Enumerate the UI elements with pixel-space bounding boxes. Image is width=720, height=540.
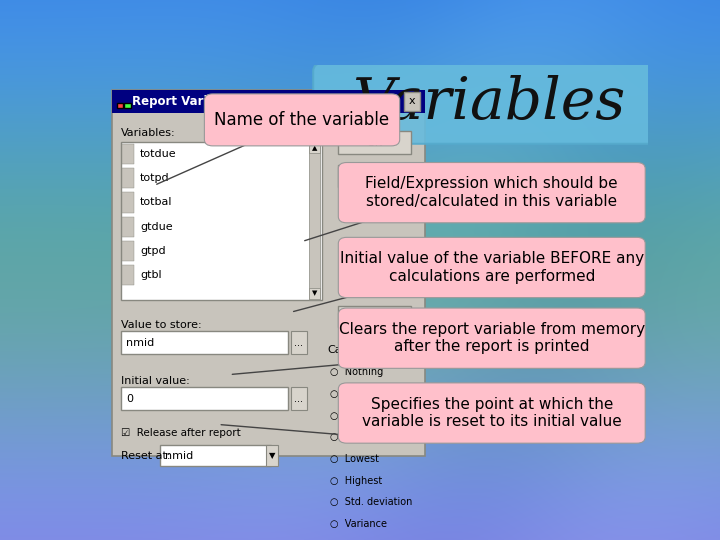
Text: Value to store:: Value to store: — [121, 320, 202, 330]
FancyBboxPatch shape — [204, 94, 400, 146]
FancyBboxPatch shape — [122, 265, 134, 286]
FancyBboxPatch shape — [121, 387, 288, 410]
Text: Report Varia...: Report Varia... — [132, 94, 229, 107]
Text: Variables: Variables — [352, 75, 626, 132]
Text: Specifies the point at which the
variable is reset to its initial value: Specifies the point at which the variabl… — [362, 397, 621, 429]
Text: Reset at:: Reset at: — [121, 451, 170, 461]
FancyBboxPatch shape — [338, 163, 645, 223]
Text: ○  Sum: ○ Sum — [330, 411, 366, 421]
Text: ...: ... — [294, 338, 303, 348]
Text: Clears the report variable from memory
after the report is printed: Clears the report variable from memory a… — [338, 322, 645, 354]
FancyBboxPatch shape — [291, 331, 307, 354]
Text: gtpd: gtpd — [140, 246, 166, 256]
Text: ○  Variance: ○ Variance — [330, 519, 387, 529]
FancyBboxPatch shape — [266, 446, 278, 466]
FancyBboxPatch shape — [291, 387, 307, 410]
FancyBboxPatch shape — [338, 165, 411, 187]
FancyBboxPatch shape — [338, 308, 645, 368]
Text: Cancel: Cancel — [356, 171, 394, 181]
FancyBboxPatch shape — [122, 144, 134, 164]
Text: ○  Count: ○ Count — [330, 389, 374, 399]
FancyBboxPatch shape — [122, 168, 134, 188]
Text: ▲: ▲ — [312, 145, 318, 151]
FancyBboxPatch shape — [338, 306, 411, 327]
FancyBboxPatch shape — [124, 103, 131, 107]
Text: gtdue: gtdue — [140, 222, 173, 232]
Text: Initial value of the variable BEFORE any
calculations are performed: Initial value of the variable BEFORE any… — [340, 251, 644, 284]
Text: ○  Average: ○ Average — [330, 433, 384, 442]
Text: Variables:: Variables: — [121, 129, 175, 138]
Text: Name of the variable: Name of the variable — [215, 111, 390, 129]
Text: Calculate: Calculate — [327, 345, 379, 355]
Text: gtbl: gtbl — [140, 271, 162, 280]
FancyBboxPatch shape — [112, 90, 425, 113]
Text: totbal: totbal — [140, 198, 173, 207]
Text: Initial value:: Initial value: — [121, 376, 189, 386]
FancyBboxPatch shape — [121, 331, 288, 354]
FancyBboxPatch shape — [338, 238, 645, 298]
FancyBboxPatch shape — [160, 446, 271, 466]
FancyBboxPatch shape — [313, 63, 660, 144]
Text: ...: ... — [294, 394, 303, 404]
Text: nmid: nmid — [166, 451, 194, 461]
FancyBboxPatch shape — [122, 241, 134, 261]
Text: OK: OK — [366, 138, 382, 148]
FancyBboxPatch shape — [121, 141, 322, 300]
Text: 0: 0 — [126, 394, 133, 404]
Text: ▼: ▼ — [312, 291, 318, 296]
Text: Field/Expression which should be
stored/calculated in this variable: Field/Expression which should be stored/… — [366, 177, 618, 209]
FancyBboxPatch shape — [404, 92, 420, 111]
FancyBboxPatch shape — [122, 192, 134, 213]
FancyBboxPatch shape — [338, 383, 645, 443]
FancyBboxPatch shape — [338, 131, 411, 154]
Text: x: x — [409, 96, 415, 106]
Text: ○  Nothing: ○ Nothing — [330, 368, 383, 377]
Text: ○  Std. deviation: ○ Std. deviation — [330, 497, 413, 507]
FancyBboxPatch shape — [310, 288, 320, 299]
FancyBboxPatch shape — [117, 103, 124, 107]
Text: Delete: Delete — [356, 312, 393, 321]
FancyBboxPatch shape — [310, 143, 320, 153]
Text: ○  Lowest: ○ Lowest — [330, 454, 379, 464]
FancyBboxPatch shape — [122, 217, 134, 237]
FancyBboxPatch shape — [310, 141, 320, 300]
FancyBboxPatch shape — [112, 90, 425, 456]
Text: ☑  Release after report: ☑ Release after report — [121, 428, 240, 438]
Text: ○  Highest: ○ Highest — [330, 476, 382, 485]
Text: totdue: totdue — [140, 149, 177, 159]
Text: nmid: nmid — [126, 338, 155, 348]
Text: totpd: totpd — [140, 173, 170, 183]
Text: ▼: ▼ — [269, 451, 275, 460]
